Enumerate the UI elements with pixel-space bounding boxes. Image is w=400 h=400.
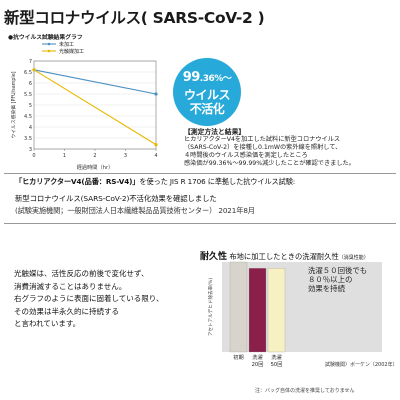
results-line: ４時間後のウイルス感染価を測定したところ (184, 152, 308, 159)
photocat-line: 右グラフのように表面に固着している限り、 (14, 294, 164, 303)
divider (4, 223, 396, 224)
bar (267, 268, 286, 353)
durability-title: 耐久性 布地に加工したときの洗濯耐久性（消臭性能） (200, 249, 369, 262)
product-name: 「ヒカリアクターV4(品番：RS-V4)」 (15, 177, 140, 186)
y-axis-label: アセトアルデヒド除去率(%) (207, 278, 214, 337)
photocat-line: その効果は半永久的に持続する (14, 306, 119, 316)
y-tick-label: 7 (29, 59, 32, 65)
chart-annotation: 洗濯５０回後でも (308, 266, 367, 275)
category-label: 50回 (271, 361, 283, 368)
category-label: 洗濯 (271, 353, 281, 361)
test-institution: (試験実施機関；一般財団法人日本繊維製品品質技術センター） 2021年8月 (15, 206, 255, 215)
y-tick-label: 5.5 (24, 92, 32, 98)
x-tick-label: 4 (154, 153, 157, 159)
y-tick-label: 3.5 (24, 136, 32, 142)
durability-title-rest: 布地に加工したときの洗濯耐久性 (227, 252, 339, 261)
category-label: 洗濯 (252, 353, 262, 361)
data-point (154, 92, 158, 96)
test-description-rest: を使った JIS R 1706 に準拠した抗ウイルス試験: (139, 177, 296, 186)
x-axis-label: 経過時間（hr） (77, 163, 114, 171)
data-point (32, 68, 36, 72)
y-axis-label: ウイルス感染価 [PFU/sample] (10, 71, 17, 138)
inactivation-badge (173, 58, 241, 126)
chart-annotation: ８０％以上の (308, 275, 352, 284)
test-description: 「ヒカリアクターV4(品番：RS-V4)」を使った JIS R 1706 に準拠… (15, 177, 295, 187)
photocat-line: 消費消滅することはありません。 (14, 281, 127, 291)
results-line: （SARS-CoV-2）を接種し0.1mWの紫外線を照射して、 (184, 144, 342, 151)
results-line: ヒカリアクターV4を加工した試料に新型コロナウイルス (184, 136, 341, 143)
badge-percent-tail: ～ (222, 74, 232, 84)
photocat-line: 光触媒は、活性反応の前後で変化せず、 (14, 269, 149, 278)
legend-label: 未加工 (59, 41, 74, 48)
x-tick-label: 3 (124, 153, 127, 159)
y-tick-label: 3 (29, 147, 32, 153)
legend-label: 光触媒加工 (59, 48, 84, 55)
durability-title-big: 耐久性 (200, 252, 228, 262)
badge-percent-small: .36% (199, 74, 223, 84)
y-tick-label: 6.5 (24, 70, 32, 76)
category-label: 20回 (252, 361, 264, 368)
x-tick-label: 1 (63, 153, 66, 159)
x-tick-label: 2 (93, 153, 96, 159)
photocatalyst-description: 光触媒は、活性反応の前後で変化せず、 消費消滅することはありません。 右グラフの… (14, 268, 164, 331)
chart-annotation: 効果を持続 (308, 284, 346, 293)
measurement-results: 【測定方法と結果】 ヒカリアクターV4を加工した試料に新型コロナウイルス （SA… (184, 128, 396, 168)
legend-marker (47, 42, 51, 46)
results-heading: 【測定方法と結果】 (184, 128, 246, 136)
bar (248, 268, 267, 353)
durability-title-tiny: （消臭性能） (338, 255, 369, 261)
photocat-line: と言われています。 (14, 319, 81, 328)
series-line (33, 69, 157, 95)
results-line: 感染価が99.36%～99.99%減少したことが確認できました。 (184, 160, 355, 167)
series-line (33, 69, 157, 146)
x-tick-label: 0 (32, 153, 35, 159)
badge-line-inactivation: 不活化 (189, 102, 225, 116)
washing-durability-bar-chart: アセトアルデヒド除去率(%)初期 洗濯20回洗濯50回洗濯５０回後でも８０％以上の… (207, 261, 382, 368)
test-agency-caption: 試験機関）ボーケン（2002年） (325, 362, 398, 368)
y-tick-label: 4 (29, 125, 32, 131)
bar (229, 261, 248, 353)
footnote: 注：バッグ自体の洗濯を推奨しておりません (255, 388, 355, 394)
test-confirmation: 新型コロナウイルス(SARS-CoV-2)不活化効果を確認しました (15, 194, 217, 203)
divider (4, 173, 396, 174)
bar-chart-background (222, 262, 382, 352)
badge-percentage: 99.36%～ (173, 70, 241, 85)
y-tick-label: 4.5 (24, 114, 32, 120)
badge-line-virus: ウイルス (183, 88, 231, 102)
badge-percent-big: 99 (182, 70, 201, 85)
data-point (154, 143, 158, 147)
y-tick-label: 5 (29, 103, 32, 109)
chart-title: ●抗ウイルス試験結果グラフ (8, 33, 83, 41)
page-title: 新型コロナウイルス( SARS-CoV-2 ) (4, 9, 265, 27)
legend-marker (47, 49, 51, 53)
y-tick-label: 6 (29, 81, 32, 87)
category-label: 初期 (233, 353, 243, 361)
